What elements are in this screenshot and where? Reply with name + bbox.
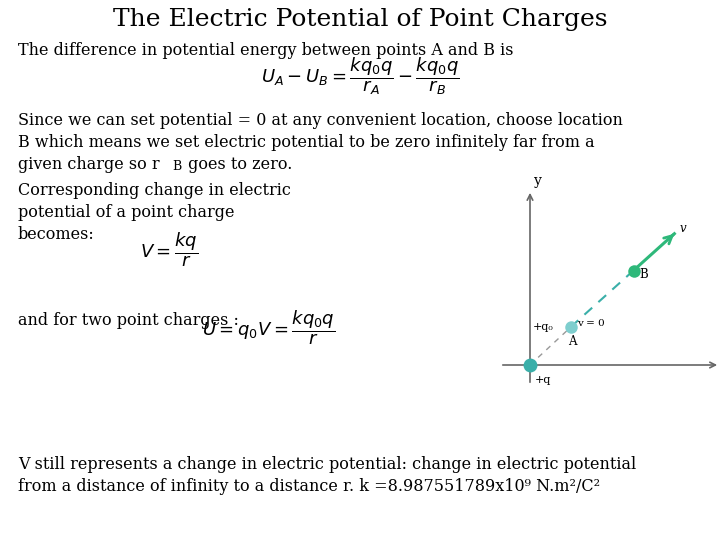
Text: The difference in potential energy between points A and B is: The difference in potential energy betwe… (18, 42, 513, 59)
Text: +q₀: +q₀ (533, 322, 553, 332)
Text: The Electric Potential of Point Charges: The Electric Potential of Point Charges (113, 8, 607, 31)
Text: and for two point charges :: and for two point charges : (18, 312, 239, 329)
Text: from a distance of infinity to a distance r. k =8.987551789x10⁹ N.m²/C²: from a distance of infinity to a distanc… (18, 478, 600, 495)
Text: v = 0: v = 0 (577, 319, 606, 328)
Text: +q: +q (535, 375, 552, 385)
Text: B which means we set electric potential to be zero infinitely far from a: B which means we set electric potential … (18, 134, 595, 151)
Text: potential of a point charge: potential of a point charge (18, 204, 235, 221)
Text: $V = \dfrac{kq}{r}$: $V = \dfrac{kq}{r}$ (140, 230, 198, 268)
Text: V still represents a change in electric potential: change in electric potential: V still represents a change in electric … (18, 456, 636, 473)
Text: Since we can set potential = 0 at any convenient location, choose location: Since we can set potential = 0 at any co… (18, 112, 623, 129)
Text: B: B (639, 268, 648, 281)
Text: $U = q_0 V = \dfrac{kq_0 q}{r}$: $U = q_0 V = \dfrac{kq_0 q}{r}$ (202, 308, 336, 347)
Text: Corresponding change in electric: Corresponding change in electric (18, 182, 291, 199)
Text: goes to zero.: goes to zero. (183, 156, 292, 173)
Text: v: v (680, 222, 686, 235)
Text: B: B (172, 160, 181, 173)
Text: y: y (534, 174, 542, 188)
Text: becomes:: becomes: (18, 226, 95, 243)
Text: A: A (569, 335, 577, 348)
Text: given charge so r: given charge so r (18, 156, 160, 173)
Text: $U_A - U_B = \dfrac{kq_0q}{r_A} - \dfrac{kq_0q}{r_B}$: $U_A - U_B = \dfrac{kq_0q}{r_A} - \dfrac… (261, 55, 459, 97)
